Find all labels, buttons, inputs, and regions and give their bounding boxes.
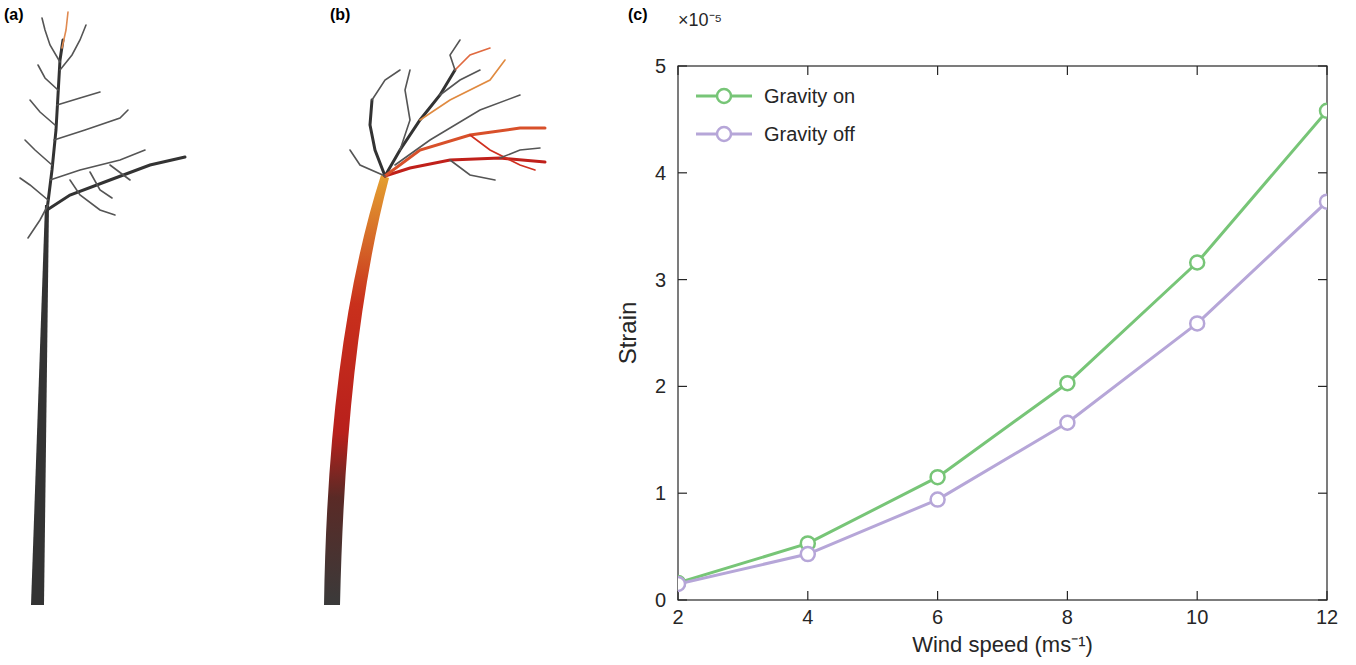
branch — [455, 48, 490, 70]
branch — [400, 70, 410, 150]
branch — [500, 148, 540, 158]
branch — [62, 12, 68, 48]
y-tick — [678, 65, 687, 66]
data-point — [801, 547, 815, 561]
legend-marker — [717, 89, 731, 103]
plot-data — [678, 104, 1327, 591]
y-tick — [678, 386, 687, 387]
x-tick-label: 8 — [1062, 606, 1073, 628]
branch — [350, 150, 385, 176]
branch — [38, 65, 58, 90]
data-point — [931, 470, 945, 484]
data-point — [678, 577, 685, 591]
x-tick — [1326, 591, 1327, 600]
branch — [372, 70, 400, 100]
y-axis-title: Strain — [614, 302, 641, 365]
y-tick — [678, 279, 687, 280]
branch — [70, 180, 115, 215]
y-tick — [1318, 599, 1327, 600]
legend: Gravity on Gravity off — [696, 85, 855, 145]
x-tick-label: 6 — [932, 606, 943, 628]
tree-a — [20, 12, 185, 605]
trunk — [31, 205, 49, 605]
y-tick-label: 4 — [655, 162, 666, 184]
x-tick — [937, 591, 938, 600]
legend-label: Gravity on — [764, 85, 855, 107]
x-tick — [677, 591, 678, 600]
x-tick — [1197, 66, 1198, 75]
chart-c: 24681012012345×10⁻⁵Wind speed (ms⁻¹)Stra… — [614, 10, 1338, 657]
panel-label: (b) — [330, 6, 350, 23]
series-line — [678, 111, 1327, 583]
y-tick — [1318, 493, 1327, 494]
data-point — [1190, 256, 1204, 270]
x-tick — [677, 66, 678, 75]
branch — [110, 165, 130, 180]
branch — [450, 160, 495, 180]
x-tick — [1067, 66, 1068, 75]
y-tick-label: 1 — [655, 482, 666, 504]
branch — [54, 110, 128, 140]
x-tick — [937, 66, 938, 75]
x-tick — [1067, 591, 1068, 600]
x-tick — [1197, 591, 1198, 600]
branch — [450, 40, 460, 70]
branch — [440, 70, 480, 95]
branch — [90, 172, 112, 198]
y-tick-label: 3 — [655, 269, 666, 291]
y-tick — [1318, 279, 1327, 280]
branch — [47, 157, 185, 210]
x-tick-label: 12 — [1316, 606, 1338, 628]
figure: (a)(b)(c)24681012012345×10⁻⁵Wind speed (… — [0, 0, 1356, 665]
x-tick — [1326, 66, 1327, 75]
branch — [420, 60, 505, 120]
x-axis-title: Wind speed (ms⁻¹) — [912, 632, 1093, 657]
y-tick — [1318, 65, 1327, 66]
panel-label: (c) — [628, 6, 648, 23]
legend-marker — [717, 127, 731, 141]
branch — [20, 178, 48, 200]
data-point — [1060, 376, 1074, 390]
y-tick — [678, 493, 687, 494]
tree-b — [324, 40, 545, 605]
legend-label: Gravity off — [764, 123, 855, 145]
x-tick — [807, 66, 808, 75]
branch — [25, 140, 52, 165]
y-tick — [1318, 386, 1327, 387]
branch — [385, 128, 545, 176]
y-tick — [678, 599, 687, 600]
panel-label: (a) — [4, 6, 24, 23]
data-point — [1320, 195, 1327, 209]
data-point — [1320, 104, 1327, 118]
y-tick-label: 5 — [655, 55, 666, 77]
branch — [57, 92, 100, 105]
branch — [30, 100, 55, 125]
x-tick-label: 4 — [802, 606, 813, 628]
branch — [60, 25, 86, 70]
y-tick — [1318, 172, 1327, 173]
branch — [470, 135, 535, 170]
y-tick-label: 0 — [655, 589, 666, 611]
plot-frame — [678, 66, 1327, 600]
data-point — [1190, 316, 1204, 330]
branch — [385, 158, 545, 176]
series-line — [678, 202, 1327, 584]
y-tick-label: 2 — [655, 375, 666, 397]
branch — [370, 100, 385, 176]
branch — [395, 95, 520, 165]
y-tick — [678, 172, 687, 173]
x-tick-label: 2 — [672, 606, 683, 628]
x-tick — [807, 591, 808, 600]
branch — [50, 150, 145, 180]
branch — [385, 70, 455, 176]
data-point — [1060, 416, 1074, 430]
branch — [28, 205, 48, 238]
data-point — [931, 493, 945, 507]
axis-multiplier: ×10⁻⁵ — [678, 10, 722, 30]
x-tick-label: 10 — [1186, 606, 1208, 628]
branch — [42, 18, 60, 62]
trunk — [324, 175, 389, 605]
